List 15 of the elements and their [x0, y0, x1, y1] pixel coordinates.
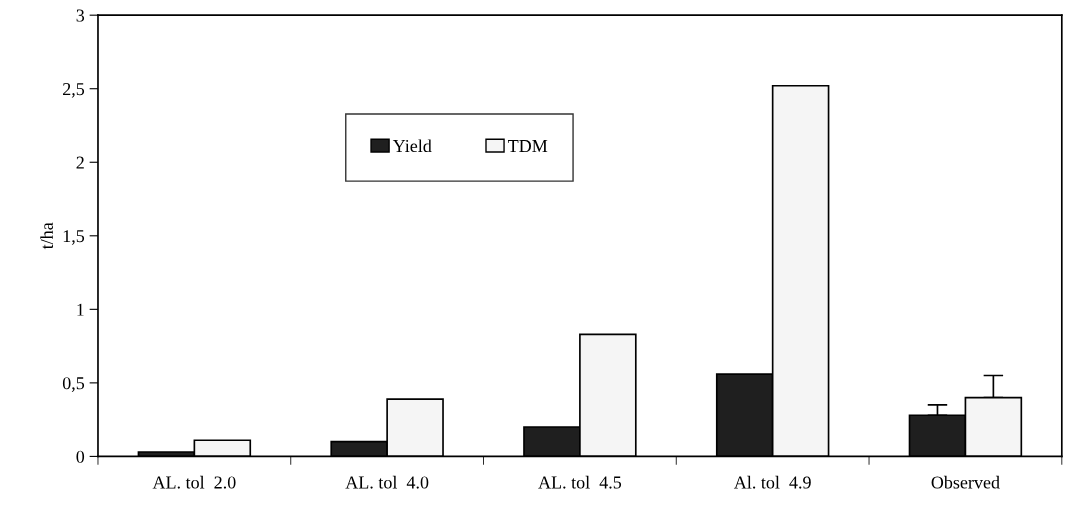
- legend-label: TDM: [507, 140, 548, 152]
- legend-label: Yield: [392, 139, 432, 153]
- x-tick-label: AL. tol 4.5: [538, 475, 622, 489]
- y-tick-label: 0,5: [62, 377, 85, 392]
- y-tick-label: 0: [76, 450, 85, 463]
- y-tick-label: 1: [77, 303, 84, 316]
- x-tick-label: Observed: [931, 475, 1000, 489]
- y-tick-label: 2,5: [63, 83, 85, 98]
- y-tick-label: 1,5: [63, 230, 85, 245]
- x-tick-label: AL. tol 2.0: [152, 475, 236, 489]
- x-tick-label: Al. tol 4.9: [733, 475, 811, 489]
- y-tick-label: 2: [76, 156, 84, 169]
- x-tick-label: AL. tol 4.0: [345, 475, 429, 489]
- y-tick-label: 3: [76, 9, 85, 22]
- y-axis-title: t/ha: [40, 222, 53, 250]
